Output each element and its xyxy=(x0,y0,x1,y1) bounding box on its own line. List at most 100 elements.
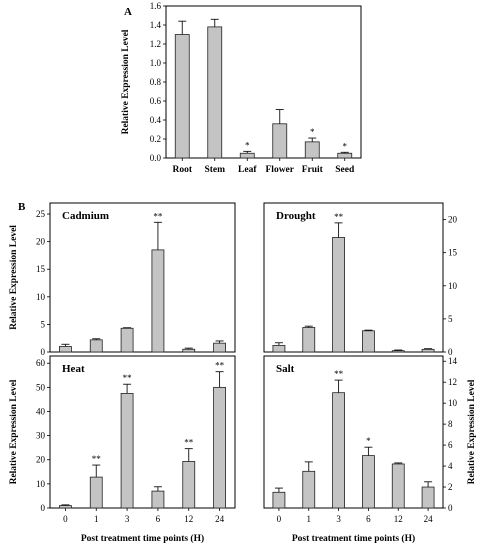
bar xyxy=(272,491,286,509)
significance-marker: ** xyxy=(334,369,344,379)
y-tick-label: 15 xyxy=(448,248,458,258)
bar xyxy=(337,152,353,159)
bar xyxy=(272,344,286,353)
bar xyxy=(421,486,435,509)
x-tick-label: Fruit xyxy=(302,165,324,175)
y-axis-label: Relative Expression Level xyxy=(121,29,131,134)
bar xyxy=(59,505,72,509)
panel-label-b: B xyxy=(18,201,26,213)
bar xyxy=(59,346,72,353)
bar xyxy=(182,461,196,509)
y-tick-label: 25 xyxy=(36,209,46,219)
bar xyxy=(89,339,103,353)
y-tick-label: 15 xyxy=(36,264,46,274)
y-axis-label: Relative Expression Level xyxy=(9,379,19,484)
bar xyxy=(207,26,223,159)
chart-title: Salt xyxy=(276,363,295,375)
bar xyxy=(391,463,405,509)
y-tick-label: 2 xyxy=(448,482,453,492)
bar xyxy=(302,470,316,509)
significance-marker: ** xyxy=(184,438,194,448)
bar xyxy=(174,34,190,159)
y-tick-label: 0.4 xyxy=(150,115,162,125)
x-axis-label: Post treatment time points (H) xyxy=(81,533,204,544)
y-tick-label: 10 xyxy=(36,292,46,302)
y-tick-label: 5 xyxy=(41,319,46,329)
x-tick-label: 24 xyxy=(215,514,225,524)
y-tick-label: 40 xyxy=(36,406,46,416)
bar xyxy=(332,392,345,509)
y-tick-label: 1.0 xyxy=(150,58,162,68)
y-tick-label: 1.4 xyxy=(150,20,162,30)
plot-frame xyxy=(49,202,236,353)
x-tick-label: Seed xyxy=(335,165,355,175)
y-tick-label: 0.2 xyxy=(150,134,161,144)
significance-marker: * xyxy=(245,140,250,150)
x-tick-label: 12 xyxy=(394,514,403,524)
y-tick-label: 8 xyxy=(448,419,453,429)
significance-marker: ** xyxy=(215,361,225,371)
y-tick-label: 20 xyxy=(36,455,46,465)
y-axis-label: Relative Expression Level xyxy=(467,379,477,484)
panel-label-a: A xyxy=(124,6,132,18)
y-tick-label: 60 xyxy=(36,358,46,368)
significance-marker: ** xyxy=(123,373,133,383)
bar xyxy=(362,330,375,353)
plot-frame xyxy=(49,355,236,509)
chart-title: Drought xyxy=(276,210,316,222)
y-tick-label: 10 xyxy=(448,281,458,291)
y-tick-label: 6 xyxy=(448,440,453,450)
significance-marker: * xyxy=(366,436,371,446)
y-tick-label: 0 xyxy=(41,503,46,513)
x-tick-label: 6 xyxy=(366,514,371,524)
x-tick-label: 1 xyxy=(307,514,312,524)
bar xyxy=(89,476,103,509)
y-tick-label: 0 xyxy=(41,347,46,357)
bar xyxy=(391,350,405,353)
plot-frame xyxy=(165,5,362,159)
y-tick-label: 0 xyxy=(448,503,453,513)
bar xyxy=(302,327,316,353)
bar xyxy=(421,348,435,353)
bar xyxy=(120,327,134,353)
chart-title: Cadmium xyxy=(62,210,109,222)
y-tick-label: 1.2 xyxy=(150,39,161,49)
y-tick-label: 10 xyxy=(448,398,458,408)
plot-frame xyxy=(263,202,444,353)
y-tick-label: 50 xyxy=(36,382,46,392)
bar xyxy=(213,342,226,353)
bar xyxy=(213,386,226,509)
y-tick-label: 0.0 xyxy=(150,153,162,163)
bar xyxy=(304,141,320,159)
x-tick-label: 12 xyxy=(184,514,193,524)
significance-marker: ** xyxy=(92,454,102,464)
significance-marker: ** xyxy=(334,212,344,222)
y-tick-label: 14 xyxy=(448,356,458,366)
x-tick-label: 3 xyxy=(125,514,130,524)
x-tick-label: Leaf xyxy=(238,165,257,175)
significance-marker: * xyxy=(310,127,315,137)
y-tick-label: 20 xyxy=(448,215,458,225)
x-tick-label: 3 xyxy=(336,514,341,524)
x-tick-label: 6 xyxy=(156,514,161,524)
bar xyxy=(120,392,134,509)
x-tick-label: Root xyxy=(172,165,192,175)
x-tick-label: Stem xyxy=(204,165,225,175)
significance-marker: ** xyxy=(153,211,163,221)
x-tick-label: 24 xyxy=(424,514,434,524)
y-tick-label: 0 xyxy=(448,347,453,357)
plot-frame xyxy=(263,355,444,509)
y-tick-label: 4 xyxy=(448,461,453,471)
y-tick-label: 1.6 xyxy=(150,1,162,11)
y-tick-label: 30 xyxy=(36,431,46,441)
y-tick-label: 5 xyxy=(448,314,453,324)
y-tick-label: 20 xyxy=(36,237,46,247)
bar xyxy=(151,249,165,353)
bar xyxy=(239,152,255,159)
bar xyxy=(151,490,165,509)
x-tick-label: 1 xyxy=(94,514,99,524)
y-tick-label: 12 xyxy=(448,377,457,387)
bar xyxy=(362,455,375,509)
y-tick-label: 0.8 xyxy=(150,77,162,87)
